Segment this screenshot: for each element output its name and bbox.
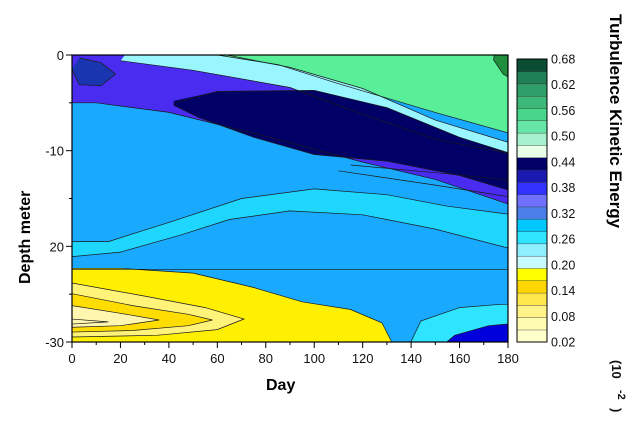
colorbar-swatch bbox=[516, 317, 548, 331]
colorbar-swatch bbox=[516, 255, 548, 269]
y-tick-label: 0 bbox=[57, 48, 64, 63]
contour-line bbox=[72, 293, 213, 333]
colorbar-tick-label: 0.50 bbox=[551, 130, 575, 144]
colorbar-swatch bbox=[516, 132, 548, 146]
colorbar-swatch bbox=[516, 181, 548, 195]
colorbar-frame bbox=[516, 58, 548, 343]
y-tick-label: -30 bbox=[45, 335, 64, 350]
x-tick-label: 180 bbox=[497, 351, 519, 366]
colorbar-tick-label: 0.38 bbox=[551, 181, 575, 195]
colorbar-swatch bbox=[516, 206, 548, 220]
colorbar-swatch bbox=[516, 71, 548, 85]
contour-line bbox=[72, 318, 109, 325]
contour-region-mid-cyan-band bbox=[72, 188, 508, 257]
colorbar-tick-label: 0.08 bbox=[551, 310, 575, 324]
contour-line bbox=[72, 102, 508, 205]
colorbar: 0.68 0.62 0.56 0.50 0.44 0.38 0.32 0.26 0.20 0.14… bbox=[516, 53, 575, 350]
x-axis-title: Day bbox=[266, 377, 295, 394]
y-axis: 0 -10 20 -30 bbox=[45, 48, 72, 350]
contour-line bbox=[72, 210, 508, 258]
colorbar-swatch bbox=[516, 218, 548, 232]
contour-lines bbox=[72, 55, 508, 342]
colorbar-tick-label: 0.14 bbox=[551, 284, 575, 298]
colorbar-tick-label: 0.02 bbox=[551, 336, 575, 350]
contour-line bbox=[446, 323, 508, 342]
x-tick-label: 100 bbox=[303, 351, 325, 366]
contour-line bbox=[225, 55, 508, 143]
contour-line bbox=[72, 267, 393, 342]
colorbar-swatch bbox=[516, 267, 548, 281]
colorbar-tick-label: 0.44 bbox=[551, 155, 575, 169]
contour-line bbox=[72, 57, 117, 86]
colorbar-swatch bbox=[516, 169, 548, 183]
colorbar-swatch bbox=[516, 243, 548, 257]
contour-line bbox=[72, 282, 246, 338]
x-tick-label: 160 bbox=[449, 351, 471, 366]
contour-region-surface-dark-patch bbox=[72, 57, 116, 86]
contour-region-deep-core bbox=[173, 90, 508, 191]
x-tick-label: 120 bbox=[352, 351, 374, 366]
contour-region-bottom-lens-inner bbox=[72, 305, 160, 328]
colorbar-swatch bbox=[516, 95, 548, 109]
x-tick-label: 20 bbox=[113, 351, 127, 366]
x-tick-label: 40 bbox=[162, 351, 176, 366]
colorbar-swatch bbox=[516, 280, 548, 294]
colorbar-unit-base: (10 bbox=[609, 360, 624, 379]
colorbar-tick-label: 0.62 bbox=[551, 78, 575, 92]
contour-region-surface-corner-green bbox=[493, 55, 508, 77]
contour-line bbox=[493, 55, 508, 78]
colorbar-swatch bbox=[516, 144, 548, 158]
contour-region-surface-green-band bbox=[217, 55, 508, 133]
colorbar-swatch bbox=[516, 292, 548, 306]
colorbar-tick-label: 0.68 bbox=[551, 53, 575, 67]
contour-regions bbox=[72, 55, 508, 342]
colorbar-unit-exponent: -2 bbox=[615, 390, 627, 400]
colorbar-swatch bbox=[516, 329, 548, 343]
x-axis: 0 20 40 60 80 100 120 140 160 180 bbox=[68, 342, 519, 366]
colorbar-unit-close: ) bbox=[609, 408, 624, 412]
colorbar-swatch bbox=[516, 304, 548, 318]
colorbar-swatch bbox=[516, 83, 548, 97]
contour-line bbox=[338, 170, 508, 197]
contour-region-bottom-right-core bbox=[446, 323, 508, 342]
colorbar-title: Turbulence Kinetic Energy bbox=[606, 14, 625, 229]
colorbar-swatch bbox=[516, 58, 548, 72]
x-tick-label: 0 bbox=[68, 351, 75, 366]
x-tick-label: 60 bbox=[210, 351, 224, 366]
colorbar-swatch bbox=[516, 231, 548, 245]
colorbar-swatch bbox=[516, 194, 548, 208]
contour-line bbox=[410, 303, 508, 342]
y-tick-label: 20 bbox=[50, 239, 64, 254]
colorbar-tick-label: 0.26 bbox=[551, 233, 575, 247]
colorbar-swatch bbox=[516, 157, 548, 171]
colorbar-unit: (10 -2 ) bbox=[609, 360, 627, 412]
contour-line bbox=[173, 90, 508, 153]
y-tick-label: -10 bbox=[45, 144, 64, 159]
y-axis-title: Depth meter bbox=[17, 191, 34, 284]
colorbar-tick-label: 0.56 bbox=[551, 104, 575, 118]
contour-line bbox=[350, 164, 508, 181]
colorbar-tick-label: 0.32 bbox=[551, 207, 575, 221]
colorbar-swatch bbox=[516, 120, 548, 134]
colorbar-tick-label: 0.20 bbox=[551, 258, 575, 272]
x-tick-label: 80 bbox=[259, 351, 273, 366]
contour-line bbox=[72, 305, 160, 328]
contour-line bbox=[72, 188, 508, 242]
colorbar-swatch bbox=[516, 108, 548, 122]
contour-line bbox=[120, 60, 508, 154]
x-tick-label: 140 bbox=[400, 351, 422, 366]
